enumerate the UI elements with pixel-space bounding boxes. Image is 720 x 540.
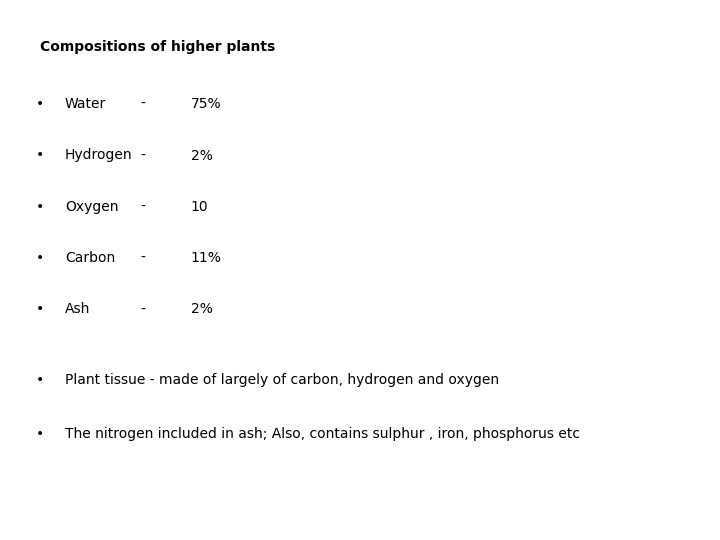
Text: -: - [140,148,145,163]
Text: 11%: 11% [191,251,222,265]
Text: •: • [36,373,44,387]
Text: Ash: Ash [65,302,90,316]
Text: -: - [140,302,145,316]
Text: •: • [36,148,44,163]
Text: •: • [36,251,44,265]
Text: Plant tissue - made of largely of carbon, hydrogen and oxygen: Plant tissue - made of largely of carbon… [65,373,499,387]
Text: Carbon: Carbon [65,251,115,265]
Text: -: - [140,97,145,111]
Text: 10: 10 [191,200,208,214]
Text: -: - [140,200,145,214]
Text: Hydrogen: Hydrogen [65,148,132,163]
Text: •: • [36,200,44,214]
Text: 2%: 2% [191,148,212,163]
Text: •: • [36,302,44,316]
Text: •: • [36,97,44,111]
Text: •: • [36,427,44,441]
Text: Water: Water [65,97,106,111]
Text: Oxygen: Oxygen [65,200,118,214]
Text: 2%: 2% [191,302,212,316]
Text: -: - [140,251,145,265]
Text: 75%: 75% [191,97,222,111]
Text: The nitrogen included in ash; Also, contains sulphur , iron, phosphorus etc: The nitrogen included in ash; Also, cont… [65,427,580,441]
Text: Compositions of higher plants: Compositions of higher plants [40,40,275,55]
